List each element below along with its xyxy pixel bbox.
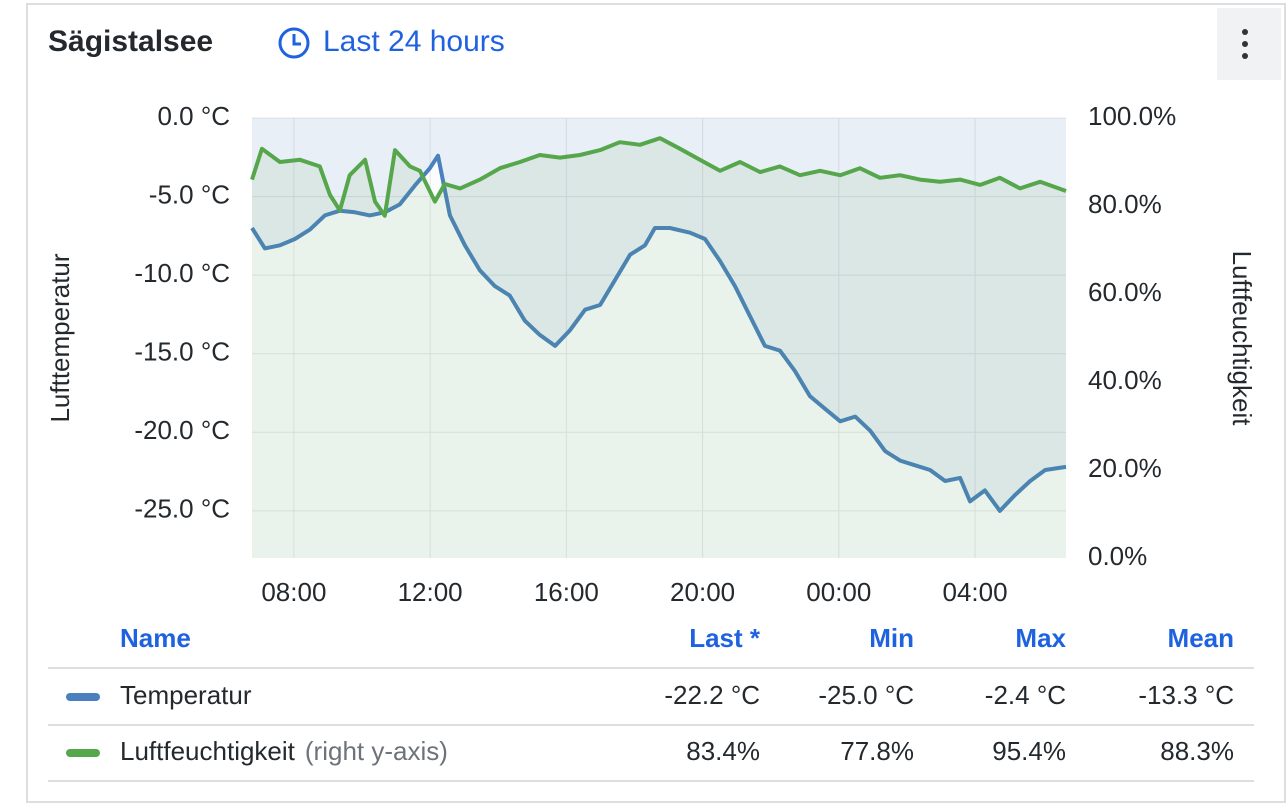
time-range-label: Last 24 hours — [323, 25, 505, 58]
legend-swatch — [66, 693, 100, 701]
y-tick-label: -10.0 °C — [134, 258, 230, 288]
y-tick-label: -20.0 °C — [134, 415, 230, 445]
y-tick-label: 0.0 °C — [157, 101, 230, 131]
legend-stat: -22.2 °C — [664, 680, 760, 710]
menu-bg — [1217, 8, 1281, 80]
area — [252, 138, 1066, 558]
x-tick-label: 12:00 — [398, 577, 463, 607]
legend-header: Max — [1015, 623, 1066, 653]
x-tick-label: 00:00 — [806, 577, 871, 607]
legend-stat: -13.3 °C — [1138, 680, 1234, 710]
y2-tick-label: 20.0% — [1088, 453, 1162, 483]
legend-name: Luftfeuchtigkeit (right y-axis) — [120, 736, 448, 766]
line — [250, 136, 1067, 218]
y-tick-label: -25.0 °C — [134, 494, 230, 524]
menu-dot — [1242, 41, 1248, 47]
legend-axis-note: (right y-axis) — [305, 736, 448, 766]
legend-stat: 77.8% — [840, 736, 914, 766]
x-tick-label: 08:00 — [261, 577, 326, 607]
legend-name-text: Luftfeuchtigkeit — [120, 736, 296, 766]
plot: 0.0 °C -5.0 °C -10.0 °C -15.0 °C -20.0 °C -25… — [134, 101, 1176, 607]
legend-stat: 83.4% — [686, 736, 760, 766]
legend-swatch — [66, 749, 100, 757]
legend-stat: 88.3% — [1160, 736, 1234, 766]
legend-header: Last * — [689, 623, 761, 653]
legend-header: Name — [120, 623, 191, 653]
legend-stat: -25.0 °C — [818, 680, 914, 710]
legend-name: Temperatur — [120, 680, 252, 710]
legend-name-text: Temperatur — [120, 680, 252, 710]
clock-icon — [278, 27, 310, 59]
y2-tick-label: 80.0% — [1088, 189, 1162, 219]
area — [252, 118, 1066, 511]
y-axis-label: Lufttemperatur — [45, 253, 75, 422]
y2-tick-label: 60.0% — [1088, 277, 1162, 307]
y2-axis-label: Luftfeuchtigkeit — [1227, 251, 1257, 427]
legend: Name Last * Min Max Mean Temperatur -22.2 °C -2… — [48, 623, 1254, 782]
x-tick-label: 16:00 — [534, 577, 599, 607]
legend-header: Min — [869, 623, 914, 653]
x-tick-label: 20:00 — [670, 577, 735, 607]
menu-dot — [1242, 53, 1248, 59]
y-tick-label: -15.0 °C — [134, 337, 230, 367]
y2-tick-label: 100.0% — [1088, 101, 1176, 131]
legend-stat: 95.4% — [992, 736, 1066, 766]
y2-tick-label: 40.0% — [1088, 365, 1162, 395]
menu-button[interactable] — [1217, 8, 1281, 80]
legend-row[interactable]: Temperatur -22.2 °C -25.0 °C -2.4 °C -13.3 °… — [66, 680, 1234, 710]
panel-title: Sägistalsee — [48, 25, 213, 58]
legend-row[interactable]: Luftfeuchtigkeit (right y-axis) 83.4% 77.8%… — [66, 736, 1234, 766]
x-tick-label: 04:00 — [943, 577, 1008, 607]
y2-tick-label: 0.0% — [1088, 541, 1147, 571]
clock-hands — [292, 34, 301, 46]
legend-header: Mean — [1168, 623, 1234, 653]
legend-stat: -2.4 °C — [985, 680, 1066, 710]
time-range[interactable]: Last 24 hours — [278, 25, 505, 59]
y-tick-label: -5.0 °C — [149, 179, 230, 209]
menu-dot — [1242, 29, 1248, 35]
